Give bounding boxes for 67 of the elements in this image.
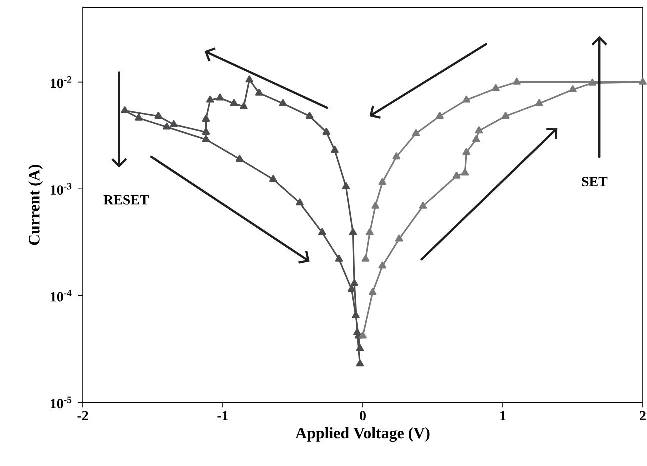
point <box>436 112 444 119</box>
point <box>306 112 314 119</box>
x-tick-label: 1 <box>500 411 506 420</box>
point <box>154 112 163 119</box>
point <box>352 312 360 318</box>
point <box>492 84 500 92</box>
x-tick-label: -1 <box>218 411 228 420</box>
point <box>462 96 471 103</box>
point <box>121 106 129 114</box>
point <box>452 172 461 179</box>
y-tick-label: 10$^{-5}$ <box>51 396 72 409</box>
point <box>163 122 171 130</box>
point <box>135 114 143 121</box>
annotation: RESET <box>104 195 150 205</box>
point <box>342 182 350 190</box>
point <box>236 154 244 162</box>
point <box>569 85 577 92</box>
point <box>475 126 484 134</box>
x-tick-label: 0 <box>360 411 366 421</box>
point <box>270 175 278 182</box>
point <box>331 146 339 154</box>
point <box>318 228 326 236</box>
point <box>472 135 480 142</box>
y-tick-label: 10$^{-2}$ <box>51 76 72 88</box>
point <box>461 168 470 176</box>
point <box>350 279 359 286</box>
point <box>513 78 521 85</box>
x-tick-label: 2 <box>640 411 646 420</box>
point <box>349 228 358 236</box>
point <box>366 228 374 236</box>
point <box>348 285 356 292</box>
point <box>356 344 364 352</box>
point <box>372 202 380 209</box>
point <box>296 198 304 206</box>
x-tick-label: -2 <box>78 411 88 420</box>
point <box>206 96 214 103</box>
point <box>356 360 364 367</box>
point <box>419 202 428 209</box>
point <box>378 178 387 186</box>
point <box>256 88 264 96</box>
point <box>202 128 210 135</box>
point <box>322 128 331 135</box>
y-axis-title: Current (A) <box>28 165 44 246</box>
y-tick-label: 10$^{-4}$ <box>51 290 72 302</box>
point <box>362 254 370 262</box>
point <box>170 120 178 128</box>
point <box>359 332 367 339</box>
point <box>240 102 248 110</box>
y-tick-label: 10$^{-3}$ <box>51 183 72 196</box>
annotation: SET <box>582 177 608 187</box>
point <box>462 148 471 156</box>
point <box>216 94 224 101</box>
point <box>230 99 238 106</box>
point <box>396 234 404 242</box>
point <box>202 114 210 122</box>
point <box>246 76 254 83</box>
point <box>279 99 288 106</box>
point <box>335 254 344 262</box>
point <box>368 288 377 296</box>
point <box>392 152 401 160</box>
point <box>536 99 544 106</box>
point <box>588 78 597 86</box>
point <box>412 129 420 136</box>
x-axis-title: Applied Voltage (V) <box>296 427 430 442</box>
point <box>502 112 510 119</box>
point <box>378 262 387 269</box>
point <box>202 135 210 142</box>
